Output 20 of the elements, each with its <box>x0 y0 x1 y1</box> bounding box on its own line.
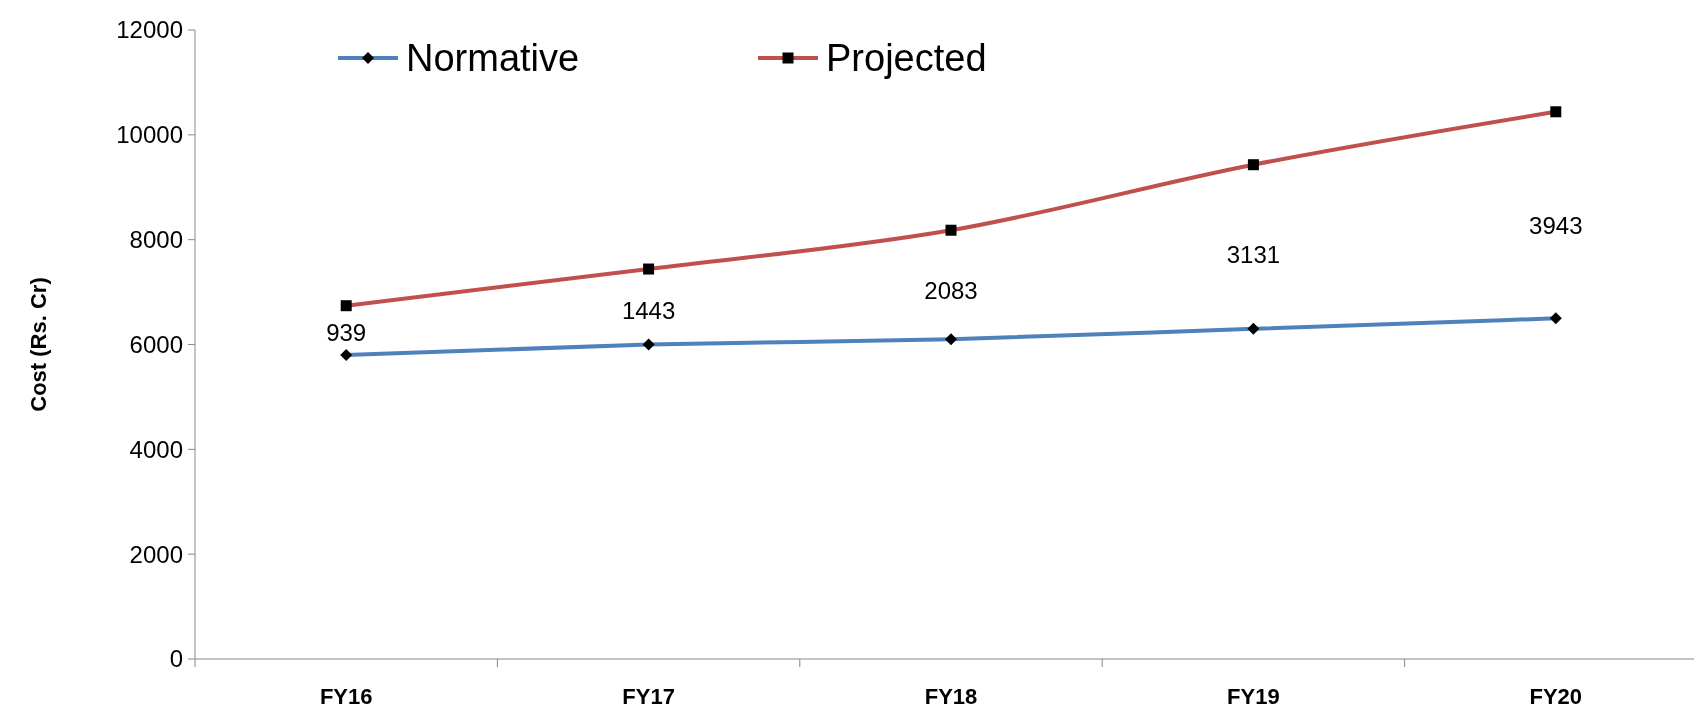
y-tick-label: 4000 <box>129 435 183 463</box>
annotation: 1443 <box>621 296 676 324</box>
annotation: 2083 <box>924 276 978 304</box>
annotation: 939 <box>326 319 367 347</box>
x-tick-label: FY16 <box>319 684 373 709</box>
y-axis-title: Cost (Rs. Cr) <box>26 277 51 412</box>
annotation: 3943 <box>1529 211 1583 239</box>
annotation: 3131 <box>1226 241 1281 269</box>
y-tick-label: 0 <box>169 645 183 673</box>
y-tick-label: 6000 <box>129 330 183 358</box>
y-tick-label: 12000 <box>116 16 183 44</box>
y-tick-label: 8000 <box>129 226 183 254</box>
x-tick-label: FY17 <box>622 684 675 709</box>
legend-label: Normative <box>406 37 580 80</box>
x-tick-label: FY19 <box>1227 684 1280 709</box>
legend-label: Projected <box>826 37 987 80</box>
x-tick-label: FY18 <box>924 684 978 709</box>
x-tick-label: FY20 <box>1529 684 1583 709</box>
y-tick-label: 10000 <box>116 121 183 149</box>
y-tick-label: 2000 <box>129 540 183 568</box>
